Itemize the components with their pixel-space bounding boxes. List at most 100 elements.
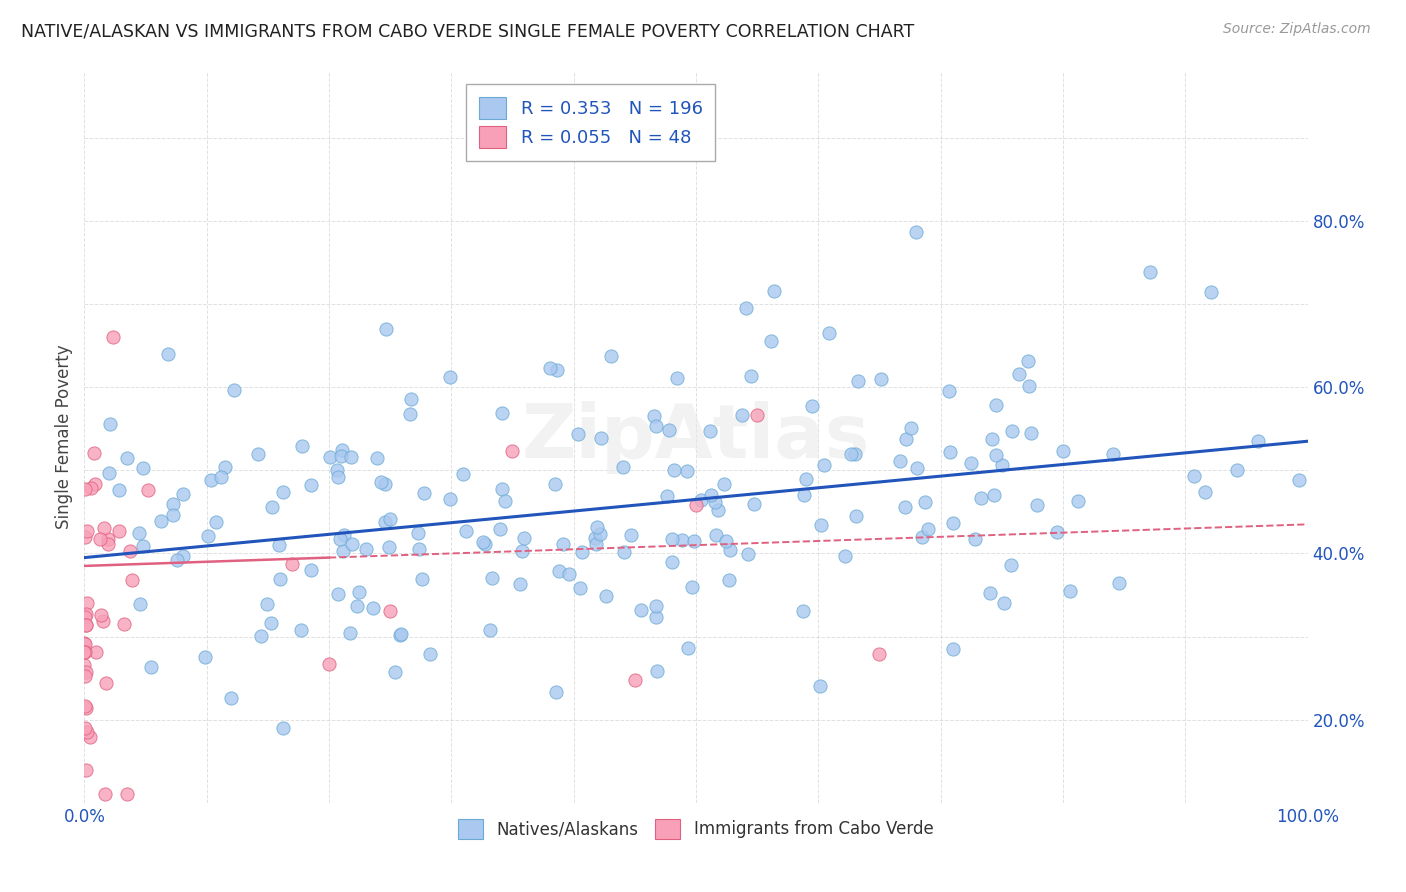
Point [889,454,911,468]
Point [645,419,668,434]
Point [75,645,97,659]
Point [91,614,114,628]
Point [326,470,349,484]
Point [1018,379,1040,393]
Point [389,628,412,642]
Point [75,607,97,621]
Point [544,477,567,491]
Point [128,526,150,541]
Text: NATIVE/ALASKAN VS IMMIGRANTS FROM CABO VERDE SINGLE FEMALE POVERTY CORRELATION C: NATIVE/ALASKAN VS IMMIGRANTS FROM CABO V… [21,22,914,40]
Point [271,485,294,500]
Point [813,458,835,473]
Point [481,571,503,585]
Point [406,525,429,540]
Point [900,421,922,435]
Point [942,642,965,657]
Point [75,618,97,632]
Point [94,676,117,690]
Point [399,407,422,421]
Point [675,464,697,478]
Point [200,473,222,487]
Point [131,461,153,475]
Point [1025,498,1047,512]
Point [472,534,495,549]
Point [115,450,138,465]
Point [80,481,103,495]
Point [983,488,1005,502]
Point [214,459,236,474]
Point [108,524,131,538]
Point [419,648,441,662]
Point [681,580,703,594]
Point [247,447,270,461]
Point [256,597,278,611]
Point [801,399,824,413]
Point [250,629,273,643]
Point [101,330,124,344]
Point [513,531,536,545]
Point [108,483,131,497]
Point [205,515,228,529]
Point [911,530,934,544]
Point [1052,443,1074,458]
Point [917,522,939,536]
Point [839,447,862,461]
Text: Source: ZipAtlas.com: Source: ZipAtlas.com [1223,22,1371,37]
Point [98,417,121,431]
Point [980,432,1002,446]
Point [844,446,866,460]
Point [374,515,396,529]
Point [172,486,194,500]
Point [657,489,679,503]
Point [1007,367,1029,381]
Point [979,585,1001,599]
Point [439,370,461,384]
Point [222,383,245,397]
Point [613,545,636,559]
Point [378,512,401,526]
Point [197,529,219,543]
Point [624,673,647,687]
Point [661,555,683,569]
Point [682,534,704,549]
Point [89,533,111,547]
Point [793,488,815,502]
Point [509,577,531,591]
Point [456,524,478,539]
Point [290,623,312,637]
Point [589,431,612,445]
Point [491,406,513,420]
Point [1000,424,1022,438]
Point [318,657,340,671]
Point [139,660,162,674]
Point [73,636,96,650]
Point [194,649,217,664]
Point [73,530,96,544]
Point [714,534,737,549]
Point [326,463,349,477]
Point [149,514,172,528]
Point [905,461,928,475]
Point [90,607,112,622]
Point [970,491,993,505]
Point [600,350,623,364]
Point [740,368,762,383]
Point [737,547,759,561]
Point [1000,558,1022,572]
Point [510,544,533,558]
Point [332,544,354,558]
Point [73,669,96,683]
Point [75,701,97,715]
Point [644,609,666,624]
Point [269,538,291,552]
Point [546,363,568,377]
Point [718,543,741,558]
Point [612,459,634,474]
Point [585,537,607,551]
Point [494,493,516,508]
Point [671,533,693,547]
Point [209,470,232,484]
Point [73,721,96,735]
Point [699,424,721,438]
Point [136,483,159,498]
